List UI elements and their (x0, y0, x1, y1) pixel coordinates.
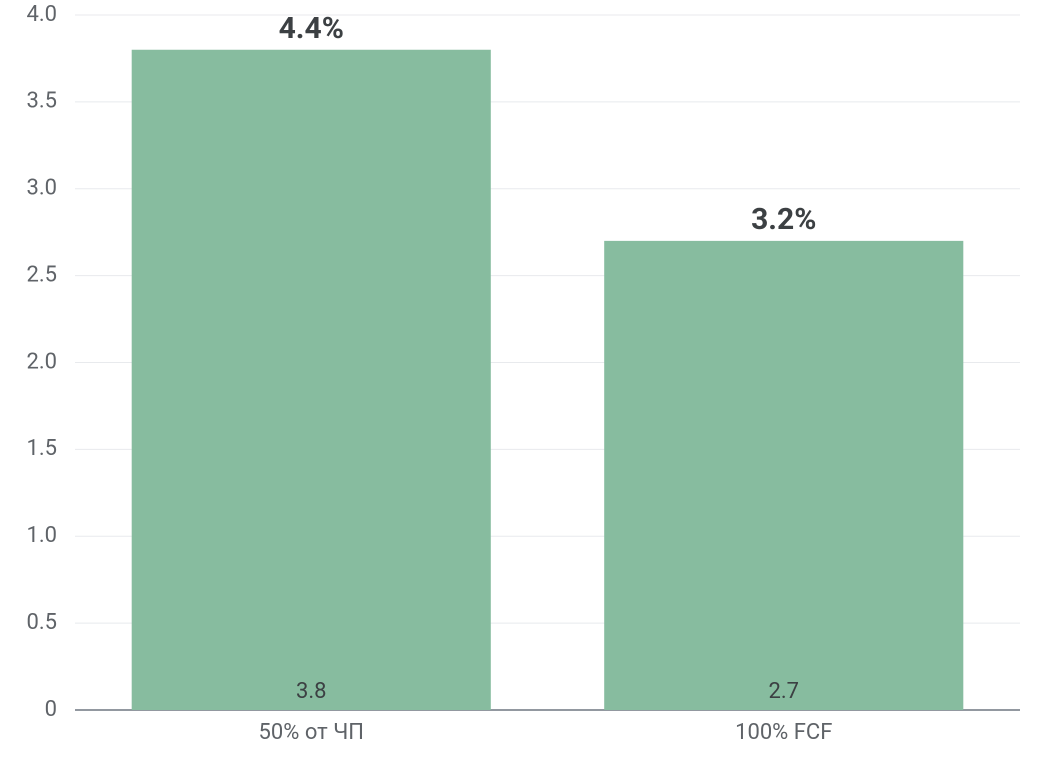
y-tick-label: 3.0 (26, 176, 57, 201)
bar (604, 241, 963, 710)
bar-top-label: 3.2% (751, 202, 816, 237)
y-tick-label: 2.0 (26, 349, 57, 374)
chart-svg: 0 0.5 1.0 1.5 2.0 2.5 3.0 3.5 4.0 4.4% 3.8 50% от Ч… (0, 0, 1040, 772)
x-category-label: 50% от ЧП (259, 720, 364, 745)
bar (132, 50, 491, 710)
y-tick-label: 1.0 (26, 523, 57, 548)
y-tick-label: 1.5 (26, 436, 57, 461)
y-tick-label: 0 (45, 697, 57, 722)
x-category-label: 100% FCF (735, 720, 832, 745)
bar-inside-label: 2.7 (768, 679, 799, 704)
y-tick-label: 0.5 (26, 610, 57, 635)
y-tick-label: 2.5 (26, 262, 57, 287)
bar-top-label: 4.4% (279, 11, 344, 46)
bar-inside-label: 3.8 (296, 679, 327, 704)
y-tick-label: 3.5 (26, 89, 57, 114)
y-tick-label: 4.0 (26, 2, 57, 27)
bar-chart: 0 0.5 1.0 1.5 2.0 2.5 3.0 3.5 4.0 4.4% 3.8 50% от Ч… (0, 0, 1040, 772)
